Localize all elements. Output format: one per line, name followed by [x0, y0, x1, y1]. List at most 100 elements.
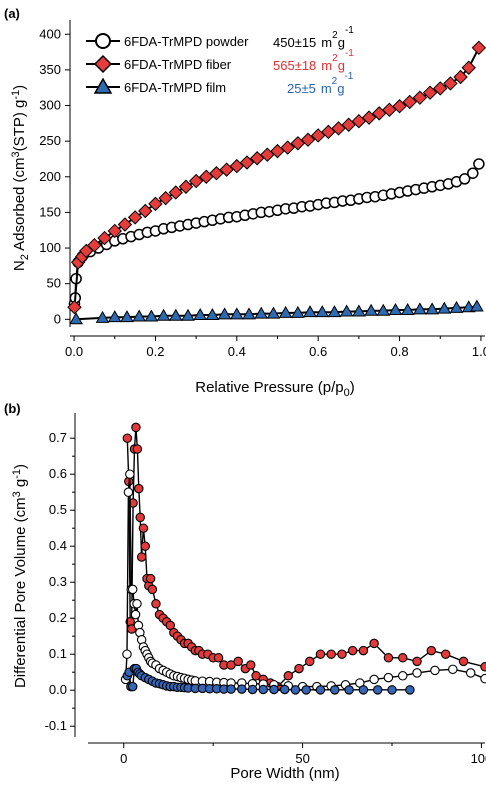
legend-marker-powder [95, 33, 111, 49]
chart-b-point [358, 645, 369, 656]
chart-b-point [412, 668, 422, 678]
chart-b-point [279, 684, 290, 695]
chart-a-point [229, 307, 244, 320]
panel-a-label: (a) [4, 6, 20, 21]
chart-b-series [120, 422, 486, 695]
chart-b-point [347, 645, 358, 656]
chart-a-point [188, 173, 204, 189]
chart-a-point [392, 99, 407, 114]
chart-a-y-tick-label: 350 [39, 62, 61, 77]
chart-a-y-title-pre: N [11, 260, 28, 271]
legend-item-powder: 6FDA-TrMPD powder 450±15 m2g-1 [86, 25, 354, 50]
chart-a-point [181, 308, 195, 321]
chart-a-point [453, 69, 468, 85]
chart-a-point [303, 305, 317, 318]
legend-area-powder-unit: m [321, 35, 332, 50]
chart-b-series-2 [122, 663, 415, 695]
chart-a-point [205, 308, 220, 321]
chart-b-point [226, 684, 236, 694]
chart-a-point [352, 304, 366, 317]
chart-a-point [260, 147, 275, 162]
chart-a-point [351, 113, 367, 129]
chart-b-point [151, 599, 161, 609]
chart-a-point [290, 305, 305, 318]
chart-a-point [95, 310, 110, 323]
chart-a-y-tick-label: 300 [39, 98, 61, 113]
chart-a-point [422, 85, 438, 100]
chart-a-point [280, 140, 295, 155]
chart-a-point [413, 302, 427, 315]
chart-b-point [136, 552, 147, 562]
chart-a-y-title-tail: ) [11, 85, 28, 90]
chart-a-point [168, 185, 183, 200]
legend-area-film-value: 25±5 [287, 81, 316, 96]
chart-b-point [383, 653, 394, 663]
chart-a-point [219, 162, 234, 177]
chart-a-point [290, 136, 306, 151]
chart-a-point [117, 217, 133, 232]
chart-b-point [269, 684, 279, 695]
chart-b-y-tick-label: -0.1 [45, 718, 67, 733]
chart-a-point [156, 308, 171, 321]
legend-area-fiber-value: 565±18 [273, 58, 316, 73]
chart-a-point [327, 305, 342, 318]
chart-b-point [131, 422, 141, 433]
chart-a-x-tick-label: 1.0 [472, 344, 486, 359]
chart-a-x-tick-label: 0.6 [309, 344, 327, 359]
chart-b-point [134, 483, 144, 494]
chart-b-y-title-mid: g [12, 479, 29, 492]
chart-a-x-tick-label: 0.2 [146, 344, 164, 359]
chart-a-y-tick-label: 400 [39, 26, 61, 41]
chart-b-point [326, 649, 336, 659]
chart-b-x-tick-label: 100 [471, 751, 486, 766]
chart-a-point [270, 143, 285, 159]
chart-a-point [310, 128, 326, 143]
chart-a-point [107, 223, 122, 239]
legend-area-fiber: 565±18 m2g-1 [273, 48, 354, 73]
chart-a-point [168, 308, 183, 321]
chart-b-point [465, 668, 476, 678]
chart-a-point [372, 106, 387, 121]
chart-a-point [120, 310, 134, 323]
chart-a-point [217, 307, 232, 320]
chart-a-point [266, 306, 281, 319]
chart-b-point [383, 672, 394, 683]
chart-a-point [402, 94, 417, 110]
chart-b-point [337, 649, 347, 659]
chart-b-y-tick-label: 0.3 [49, 574, 67, 589]
chart-b-y-tick-label: 0.1 [49, 646, 67, 661]
chart-b-point [247, 684, 258, 695]
chart-b-point [301, 685, 311, 695]
chart-a-x-axis-title: Relative Pressure (p/p0) [195, 379, 355, 399]
chart-b-y-axis-title: Differential Pore Volume (cm3 g-1) [11, 464, 29, 688]
chart-b-point [213, 653, 224, 663]
chart-b-point [440, 649, 451, 659]
legend-area-film-unit: m [321, 81, 332, 96]
panel-b-label: (b) [4, 401, 21, 416]
chart-a-point [242, 307, 256, 320]
chart-a-point [209, 166, 224, 181]
chart-a-x-tick-label: 0.8 [391, 344, 409, 359]
chart-a-x-tick-label: 0.0 [65, 344, 83, 359]
chart-b-x-tick-label: 50 [295, 751, 309, 766]
chart-b-point [412, 656, 422, 667]
chart-a-x-title-sub: 0 [344, 387, 350, 399]
chart-b-y-title-sup: 3 [11, 491, 23, 497]
chart-a-y-ticks: 0 50 100 150 200 250 300 350 400 [39, 26, 70, 326]
chart-b-x-ticks: 0 50 100 [120, 743, 486, 766]
chart-a-point [425, 302, 439, 315]
chart-a-y-title-sup: 3 [10, 151, 22, 157]
legend-item-fiber: 6FDA-TrMPD fiber 565±18 m2g-1 [86, 48, 354, 74]
chart-a-y-tick-label: 150 [39, 204, 61, 219]
chart-b-point [140, 541, 150, 551]
legend-area-fiber-sup: 2 [332, 53, 338, 64]
chart-b-point [125, 469, 135, 479]
chart-a-series-1 [67, 40, 486, 315]
chart-a-point [467, 167, 479, 179]
chart-b-series-0 [122, 422, 486, 692]
chart-a-point [412, 90, 428, 105]
chart-b-y-tick-label: 0.6 [49, 466, 67, 481]
chart-a-point [443, 76, 458, 91]
chart-b-point [405, 685, 415, 695]
